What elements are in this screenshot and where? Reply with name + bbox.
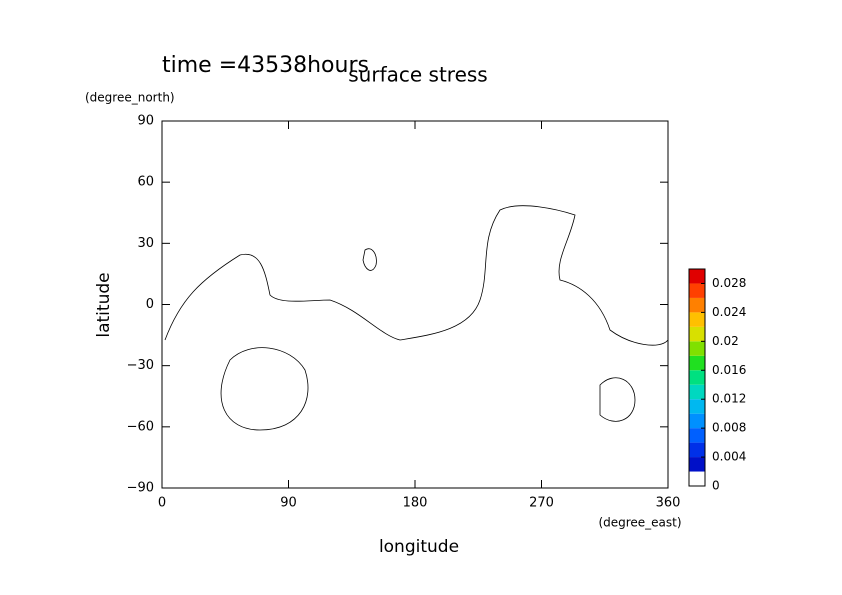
chart-title: surface stress bbox=[348, 63, 487, 87]
plot-frame bbox=[161, 120, 669, 489]
colorbar-tick-label: 0 bbox=[712, 479, 720, 493]
y-unit: (degree_north) bbox=[85, 91, 175, 105]
y-tick-label: −30 bbox=[127, 358, 154, 373]
colorbar-band bbox=[689, 341, 705, 356]
colorbar-tick-label: 0.008 bbox=[712, 421, 746, 435]
colorbar-band bbox=[689, 471, 705, 486]
y-axis-label: latitude bbox=[94, 272, 114, 337]
colorbar-tick-label: 0.02 bbox=[712, 334, 739, 348]
coastline bbox=[164, 205, 669, 346]
y-tick-label: 90 bbox=[137, 114, 154, 129]
colorbar-band bbox=[689, 428, 705, 443]
y-tick-label: −60 bbox=[127, 419, 154, 434]
colorbar-band bbox=[689, 355, 705, 371]
colorbar-band bbox=[689, 297, 705, 313]
x-unit: (degree_east) bbox=[598, 516, 681, 530]
x-tick-label: 360 bbox=[656, 496, 681, 511]
coastline bbox=[362, 248, 377, 271]
colorbar-band bbox=[689, 413, 705, 429]
x-tick-label: 90 bbox=[280, 496, 297, 511]
colorbar-tick-label: 0.012 bbox=[712, 392, 746, 406]
x-axis-label: longitude bbox=[379, 537, 459, 557]
x-tick-label: 180 bbox=[403, 496, 428, 511]
x-tick-label: 270 bbox=[529, 496, 554, 511]
colorbar-band bbox=[689, 326, 705, 342]
colorbar-tick-label: 0.016 bbox=[712, 363, 746, 377]
colorbar-band bbox=[689, 312, 705, 327]
y-tick-label: 60 bbox=[137, 175, 154, 190]
colorbar-band bbox=[689, 370, 705, 385]
time-label: time =43538hours bbox=[162, 53, 369, 78]
colorbar-band bbox=[689, 399, 705, 414]
colorbar-band bbox=[689, 457, 705, 472]
coastlines bbox=[164, 205, 669, 431]
y-tick-label: −90 bbox=[127, 481, 154, 496]
y-tick-label: 30 bbox=[137, 236, 154, 251]
x-tick-label: 0 bbox=[158, 496, 166, 511]
colorbar-band bbox=[689, 269, 705, 284]
colorbar-band bbox=[689, 442, 705, 458]
colorbar-tick-label: 0.024 bbox=[712, 305, 746, 319]
colorbar-tick-label: 0.004 bbox=[712, 450, 746, 464]
colorbar-tick-label: 0.028 bbox=[712, 276, 746, 290]
colorbar-band bbox=[689, 283, 705, 298]
coastline bbox=[220, 347, 309, 431]
colorbar-band bbox=[689, 384, 705, 400]
colorbar-frame bbox=[688, 268, 706, 487]
coastline bbox=[599, 377, 636, 422]
y-tick-label: 0 bbox=[146, 297, 154, 312]
